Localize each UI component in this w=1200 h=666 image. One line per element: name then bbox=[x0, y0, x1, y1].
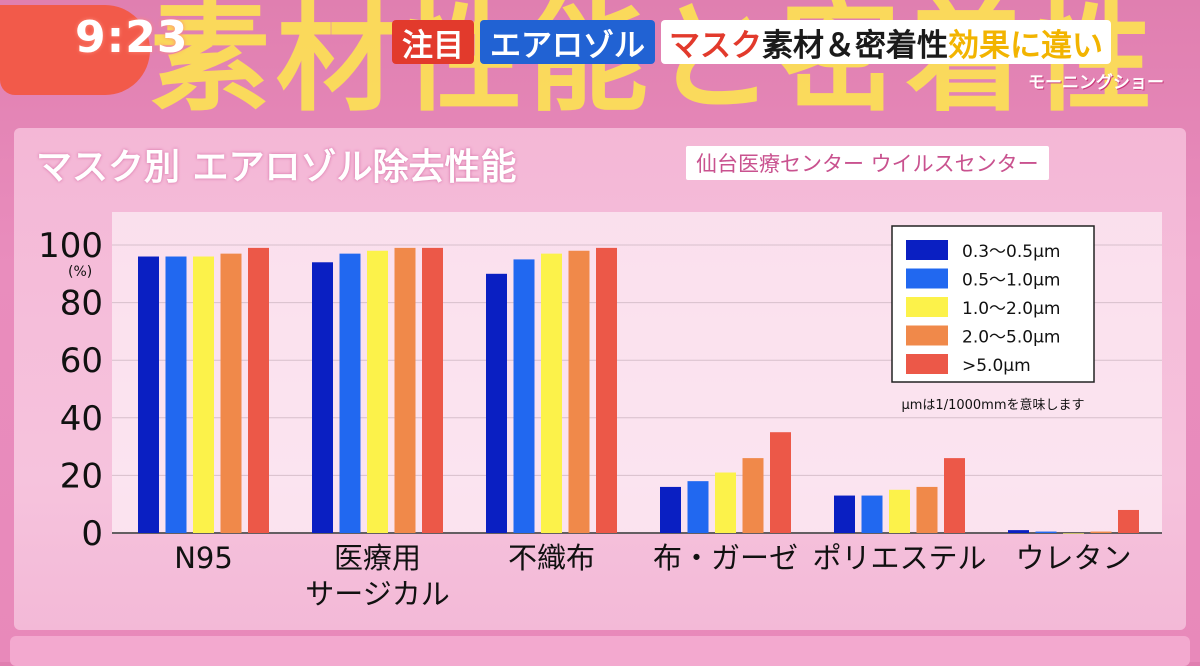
bar bbox=[1090, 531, 1112, 533]
legend-label: 0.3〜0.5μm bbox=[962, 242, 1060, 262]
bar bbox=[715, 472, 736, 533]
bar bbox=[339, 253, 361, 533]
legend-swatch bbox=[906, 297, 948, 317]
bar bbox=[889, 489, 910, 533]
y-tick-label: 60 bbox=[60, 341, 103, 381]
bottom-strip bbox=[10, 636, 1190, 666]
bar bbox=[1008, 530, 1029, 533]
legend-swatch bbox=[906, 268, 948, 289]
y-tick-label: 20 bbox=[60, 456, 103, 496]
y-tick-label: 100 bbox=[38, 226, 103, 266]
tag-aerosol: エアロゾル bbox=[480, 20, 655, 64]
y-tick-label: 0 bbox=[81, 514, 103, 554]
bar bbox=[248, 247, 269, 533]
y-axis-unit: (%) bbox=[68, 264, 92, 280]
x-category-label: 不織布 bbox=[508, 541, 595, 575]
bar bbox=[513, 259, 535, 533]
clock-badge bbox=[0, 5, 150, 95]
x-category-label: サージカル bbox=[305, 577, 449, 611]
chart-title: マスク別 エアロゾル除去性能 bbox=[36, 147, 517, 188]
x-category-label: 医療用 bbox=[334, 541, 421, 575]
bar bbox=[687, 481, 709, 533]
y-tick-label: 80 bbox=[60, 284, 103, 324]
bar bbox=[220, 253, 242, 533]
legend-swatch bbox=[906, 240, 948, 260]
bar bbox=[660, 486, 681, 533]
bar bbox=[742, 458, 764, 533]
bar bbox=[770, 432, 791, 533]
headline-material: 素材＆密着性 bbox=[762, 27, 948, 64]
bar bbox=[861, 495, 883, 533]
bar bbox=[165, 256, 187, 533]
bar bbox=[138, 256, 159, 533]
bar bbox=[367, 250, 388, 533]
bar bbox=[834, 495, 855, 533]
x-category-label: ウレタン bbox=[1015, 541, 1131, 575]
legend-swatch bbox=[906, 325, 948, 346]
bar bbox=[944, 458, 965, 533]
bar bbox=[422, 247, 443, 533]
chart-note: μmは1/1000mmを意味します bbox=[902, 397, 1085, 413]
legend-label: 2.0〜5.0μm bbox=[962, 328, 1060, 348]
bar bbox=[486, 273, 507, 533]
legend-label: 1.0〜2.0μm bbox=[962, 299, 1060, 319]
bar bbox=[193, 256, 214, 533]
bar bbox=[1035, 531, 1057, 533]
headline-mask: マスク bbox=[669, 27, 762, 64]
bar bbox=[312, 262, 333, 533]
broadcast-clock: 9:23 bbox=[75, 12, 189, 63]
bar bbox=[568, 250, 590, 533]
legend-label: 0.5〜1.0μm bbox=[962, 271, 1060, 291]
tag-attention: 注目 bbox=[392, 20, 474, 64]
bar bbox=[1063, 533, 1084, 534]
source-label: 仙台医療センター ウイルスセンター bbox=[686, 146, 1049, 180]
legend-swatch bbox=[906, 354, 948, 374]
bar bbox=[541, 253, 562, 533]
bar bbox=[916, 486, 938, 533]
x-category-label: ポリエステル bbox=[812, 541, 986, 575]
x-category-label: 布・ガーゼ bbox=[653, 541, 798, 575]
headline-effect: 効果に違い bbox=[948, 27, 1103, 64]
headline-bar: 注目 エアロゾル マスク 素材＆密着性 効果に違い bbox=[392, 20, 1111, 68]
y-tick-label: 40 bbox=[60, 399, 103, 439]
headline-text: マスク 素材＆密着性 効果に違い bbox=[661, 20, 1111, 64]
bar bbox=[1118, 509, 1139, 533]
program-logo: モーニングショー bbox=[1028, 73, 1164, 93]
x-category-label: N95 bbox=[174, 541, 233, 575]
bar bbox=[596, 247, 617, 533]
bar bbox=[394, 247, 416, 533]
legend-label: >5.0μm bbox=[962, 356, 1031, 376]
